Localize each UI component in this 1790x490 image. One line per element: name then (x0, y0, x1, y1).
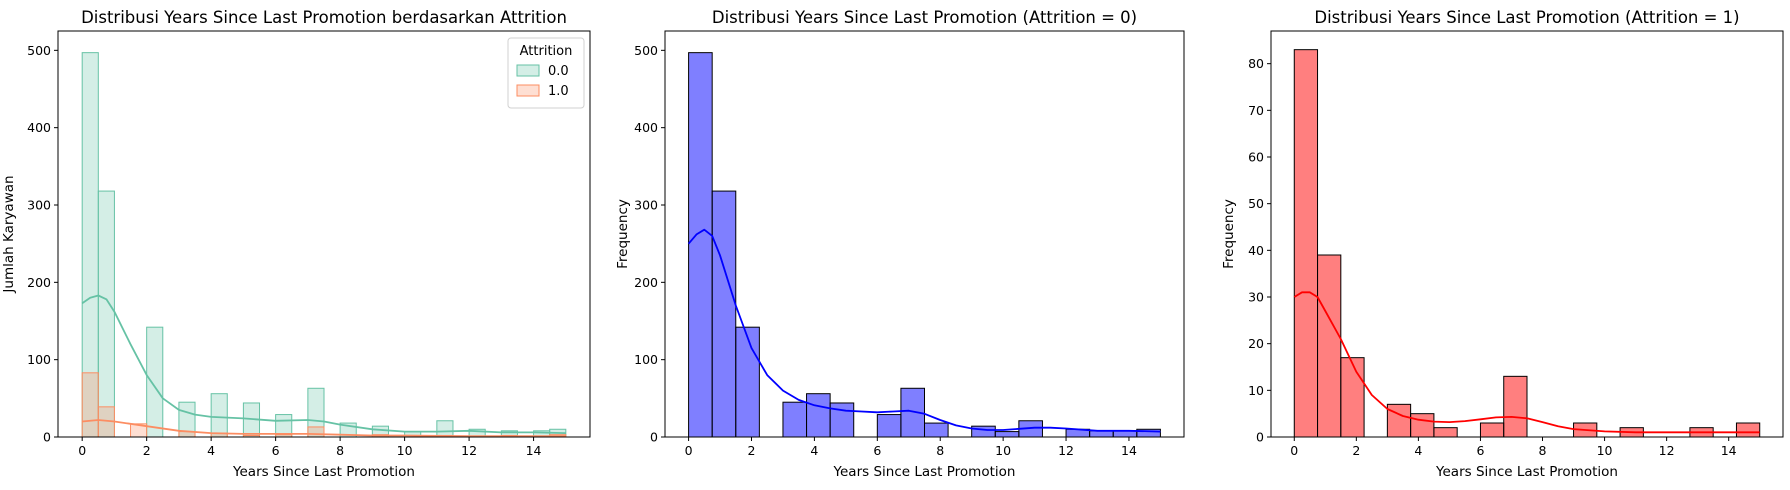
y-tick-label: 40 (1248, 243, 1264, 258)
y-tick-label: 0 (650, 430, 658, 445)
x-tick-label: 6 (1476, 443, 1484, 458)
bar-7 (1479, 422, 1505, 438)
bar-12 (1735, 422, 1761, 438)
x-tick-label: 6 (272, 443, 280, 458)
axes-frame (664, 30, 1185, 438)
y-tick-label: 500 (634, 43, 658, 58)
bar-1 (1293, 49, 1319, 438)
x-tick-label: 10 (995, 443, 1011, 458)
x-axis-label: Years Since Last Promotion (232, 464, 415, 480)
x-tick-label: 6 (873, 443, 881, 458)
x-tick-label: 10 (397, 443, 413, 458)
y-tick-label: 10 (1248, 383, 1264, 398)
x-tick-label: 12 (1659, 443, 1675, 458)
bar-3 (1340, 357, 1365, 438)
chart-title: Distribusi Years Since Last Promotion be… (81, 8, 567, 27)
bar-10 (971, 425, 996, 438)
chart-panel-1: 0 2 4 6 8 10 12 14 0 100 200 300 400 500 Distribusi Ye… (1, 8, 591, 480)
bar-4 (782, 401, 808, 438)
bar-9 (924, 422, 949, 438)
y-tick-label: 400 (27, 120, 51, 135)
axes-frame (57, 30, 591, 438)
bar-series1-12 (436, 420, 454, 438)
x-tick-label: 8 (1539, 443, 1547, 458)
bar-2 (711, 190, 737, 438)
x-axis-label: Years Since Last Promotion (1435, 464, 1618, 480)
x-tick-label: 14 (1721, 443, 1737, 458)
axes-frame (1270, 30, 1784, 438)
y-tick-label: 30 (1248, 290, 1264, 305)
chart-panel-3: 0 2 4 6 8 10 12 14 0 10 20 30 40 50 60 70 80 Distribusi Y… (1221, 8, 1784, 480)
legend-swatch-1 (516, 64, 540, 77)
y-axis-label: Frequency (1221, 199, 1237, 269)
legend-title: Attrition (520, 44, 573, 59)
bar-5 (806, 393, 831, 438)
bar-series1-3 (146, 326, 164, 438)
kde-line-1 (81, 294, 566, 434)
bar-8 (1503, 375, 1528, 438)
y-tick-label: 20 (1248, 336, 1264, 351)
chart-title: Distribusi Years Since Last Promotion (A… (712, 8, 1137, 27)
bar-series1-5 (210, 393, 228, 438)
y-tick-label: 0 (43, 430, 51, 445)
bar-1 (688, 52, 713, 438)
x-tick-label: 12 (461, 443, 477, 458)
y-tick-label: 500 (27, 43, 51, 58)
bar-series1-2 (97, 190, 115, 438)
x-tick-label: 4 (207, 443, 215, 458)
x-tick-label: 8 (936, 443, 944, 458)
bar-3 (735, 326, 760, 438)
legend-box (507, 37, 585, 109)
x-tick-label: 2 (1352, 443, 1360, 458)
kde-line-1 (1293, 291, 1760, 434)
legend-label-2: 1.0 (548, 84, 569, 99)
y-tick-label: 200 (27, 275, 51, 290)
x-tick-label: 2 (748, 443, 756, 458)
x-tick-label: 4 (1414, 443, 1422, 458)
legend-swatch-2 (516, 84, 540, 97)
kde-line-1 (687, 228, 1161, 433)
x-tick-label: 10 (1597, 443, 1613, 458)
y-tick-label: 60 (1248, 150, 1264, 165)
x-tick-label: 0 (78, 443, 86, 458)
chart-title: Distribusi Years Since Last Promotion (A… (1314, 8, 1739, 27)
y-tick-label: 70 (1248, 103, 1264, 118)
x-tick-label: 14 (526, 443, 542, 458)
chart-panel-2: 0 2 4 6 8 10 12 14 0 100 200 300 400 500 Distribusi Ye… (615, 8, 1185, 480)
x-tick-label: 8 (336, 443, 344, 458)
y-tick-label: 300 (634, 198, 658, 213)
bar-6 (1433, 427, 1458, 438)
y-tick-label: 200 (634, 275, 658, 290)
bar-5 (1410, 413, 1435, 438)
y-tick-label: 300 (27, 198, 51, 213)
x-tick-label: 0 (685, 443, 693, 458)
y-tick-label: 50 (1248, 196, 1264, 211)
y-tick-label: 100 (27, 352, 51, 367)
x-tick-label: 12 (1058, 443, 1074, 458)
bar-7 (876, 414, 902, 438)
bar-series2-8 (307, 426, 325, 438)
bar-14 (1089, 430, 1114, 438)
legend: Attrition 0.0 1.0 (507, 37, 585, 109)
y-tick-label: 0 (1256, 430, 1264, 445)
bar-2 (1317, 254, 1342, 438)
legend-label-1: 0.0 (548, 64, 569, 79)
bar-11 (994, 431, 1020, 438)
y-axis-label: Jumlah Karyawan (1, 175, 17, 293)
y-tick-label: 80 (1248, 56, 1264, 71)
x-tick-label: 2 (143, 443, 151, 458)
bar-4 (1386, 403, 1412, 438)
y-axis-label: Frequency (615, 199, 631, 269)
bar-series2-1 (81, 372, 99, 438)
x-axis-label: Years Since Last Promotion (833, 464, 1016, 480)
y-tick-label: 400 (634, 120, 658, 135)
x-tick-label: 4 (810, 443, 818, 458)
y-tick-label: 100 (634, 352, 658, 367)
x-tick-label: 14 (1121, 443, 1137, 458)
x-tick-label: 0 (1290, 443, 1298, 458)
kde-line-2 (82, 419, 566, 438)
